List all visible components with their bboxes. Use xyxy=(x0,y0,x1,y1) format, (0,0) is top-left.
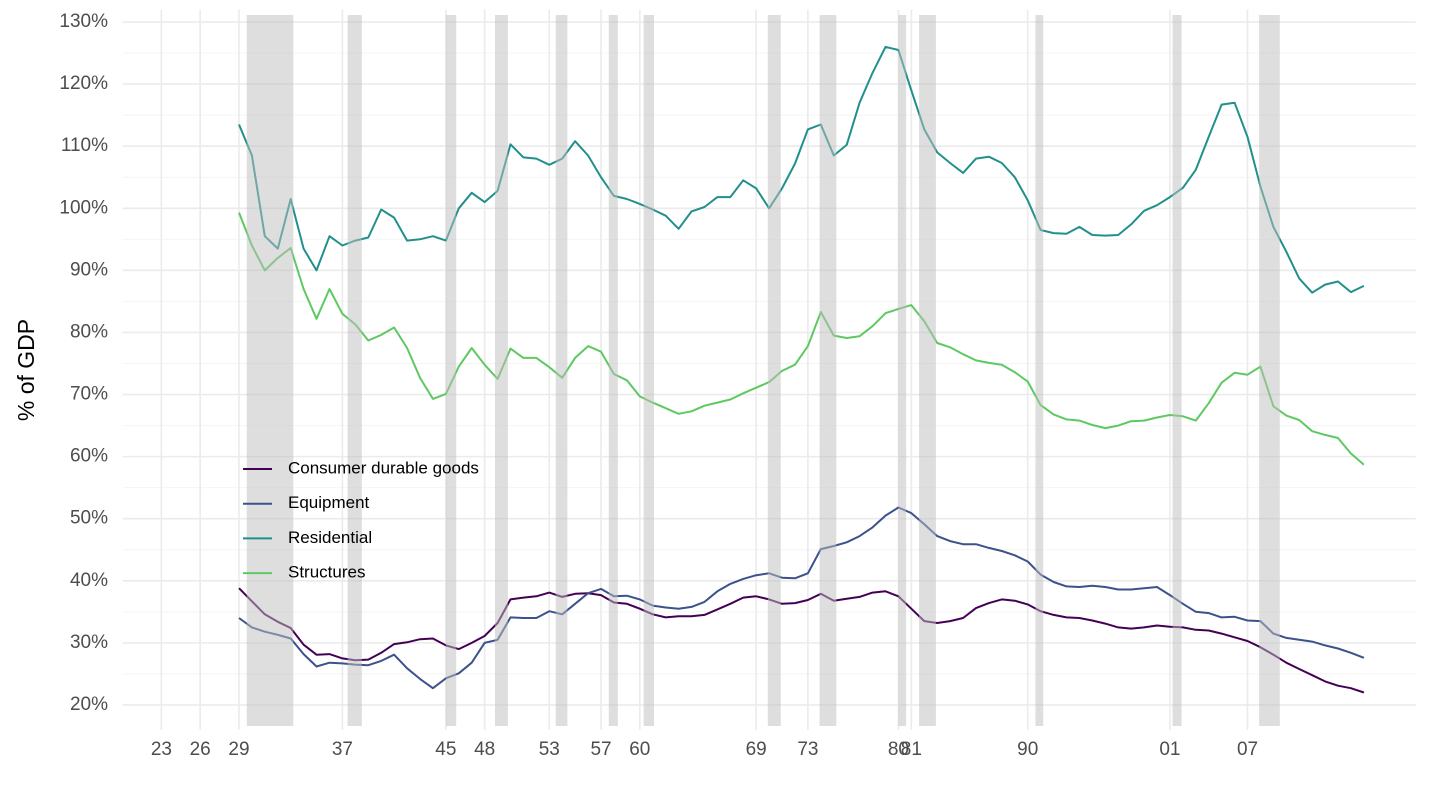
recession-band xyxy=(1035,15,1044,726)
legend: Consumer durable goods Equipment Residenti… xyxy=(243,458,479,582)
y-tick-label: 30% xyxy=(70,632,108,653)
x-tick-label: 23 xyxy=(151,739,172,760)
recession-band xyxy=(819,15,837,726)
legend-label: Residential xyxy=(288,528,372,547)
recession-band xyxy=(494,15,508,726)
recession-band xyxy=(555,15,568,726)
y-tick-label: 20% xyxy=(70,694,108,715)
series-line xyxy=(238,212,1365,466)
x-tick-label: 90 xyxy=(1017,739,1038,760)
recession-band xyxy=(246,15,294,726)
legend-label: Equipment xyxy=(288,493,370,512)
y-tick-label: 130% xyxy=(59,11,108,32)
recession-band xyxy=(1259,15,1280,726)
x-tick-label: 01 xyxy=(1159,739,1180,760)
y-tick-label: 110% xyxy=(61,135,108,156)
y-tick-label: 80% xyxy=(70,321,108,342)
x-tick-label: 53 xyxy=(539,739,560,760)
x-tick-label: 69 xyxy=(746,739,767,760)
x-tick-label: 80 xyxy=(888,739,909,760)
x-tick-label: 45 xyxy=(435,739,456,760)
x-tick-label: 29 xyxy=(228,739,249,760)
y-tick-label: 90% xyxy=(70,259,108,280)
x-tick-label: 26 xyxy=(190,739,211,760)
recession-band xyxy=(1172,15,1182,726)
y-tick-label: 100% xyxy=(59,197,108,218)
y-tick-label: 40% xyxy=(70,570,108,591)
recession-band xyxy=(919,15,936,726)
recession-band xyxy=(643,15,655,726)
recession-band xyxy=(445,15,457,726)
x-tick-label: 48 xyxy=(474,739,495,760)
series-line xyxy=(238,506,1365,690)
legend-label: Consumer durable goods xyxy=(288,458,479,477)
x-tick-label: 73 xyxy=(797,739,818,760)
y-tick-label: 70% xyxy=(70,384,108,405)
legend-label: Structures xyxy=(288,563,365,582)
x-tick-label: 07 xyxy=(1237,739,1258,760)
series-line xyxy=(238,587,1365,694)
x-tick-label: 37 xyxy=(332,739,353,760)
y-tick-label: 50% xyxy=(70,508,108,529)
x-tick-label: 60 xyxy=(629,739,650,760)
y-tick-label: 60% xyxy=(70,446,108,467)
y-tick-label: 120% xyxy=(59,73,108,94)
recession-band xyxy=(608,15,618,726)
recession-band xyxy=(898,15,907,726)
y-axis-label: % of GDP xyxy=(13,319,39,421)
x-tick-label: 81 xyxy=(901,739,922,760)
recession-band xyxy=(347,15,362,726)
x-tick-label: 57 xyxy=(590,739,611,760)
recession-band xyxy=(767,15,781,726)
